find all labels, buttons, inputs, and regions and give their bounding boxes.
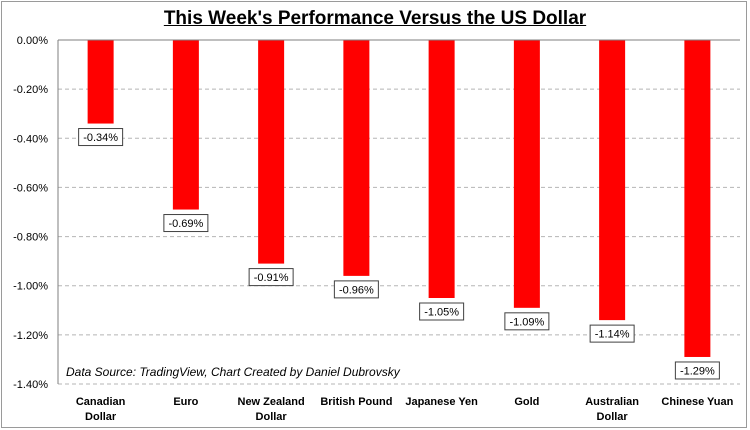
data-label-box xyxy=(504,312,550,331)
data-label-box xyxy=(163,214,209,233)
bar xyxy=(343,40,370,276)
category-label: Chinese Yuan xyxy=(661,396,733,408)
data-label: -1.29% xyxy=(680,365,715,377)
bar xyxy=(87,40,114,124)
y-tick-label: -0.20% xyxy=(13,84,48,96)
bar xyxy=(258,40,285,264)
bar xyxy=(172,40,199,210)
data-label: -1.14% xyxy=(595,329,630,341)
category-label: Australian xyxy=(585,396,639,408)
chart-annotation: Data Source: TradingView, Chart Created … xyxy=(66,365,400,379)
category-label: Gold xyxy=(514,396,539,408)
category-label: Dollar xyxy=(85,411,117,423)
category-label: British Pound xyxy=(320,396,392,408)
data-label: -0.96% xyxy=(339,284,374,296)
bar xyxy=(599,40,626,321)
data-label: -0.91% xyxy=(254,272,289,284)
bars xyxy=(87,40,711,357)
bar xyxy=(513,40,540,308)
data-labels: -0.34% -0.69% -0.91% -0.96% -1.05% -1.09% -1.1… xyxy=(78,128,720,380)
category-label: Euro xyxy=(173,396,198,408)
y-tick-label: -0.40% xyxy=(13,133,48,145)
bar xyxy=(684,40,711,357)
data-label-box xyxy=(248,268,294,287)
data-label-box xyxy=(333,280,379,299)
gridlines xyxy=(58,88,740,385)
y-tick-label: -0.60% xyxy=(13,182,48,194)
category-label: Dollar xyxy=(256,411,288,423)
bar xyxy=(428,40,455,298)
x-axis: Canadian Dollar Euro New Zealand Dollar Briti… xyxy=(58,39,740,423)
data-label-box xyxy=(589,324,635,343)
data-label: -0.69% xyxy=(168,218,203,230)
data-label: -1.09% xyxy=(509,316,544,328)
y-tick-label: 0.00% xyxy=(17,35,48,47)
y-tick-label: -1.00% xyxy=(13,281,48,293)
data-label: -0.34% xyxy=(83,132,118,144)
category-label: Japanese Yen xyxy=(405,396,478,408)
y-tick-label: -0.80% xyxy=(13,232,48,244)
chart-title: This Week's Performance Versus the US Do… xyxy=(163,8,587,29)
data-label-box xyxy=(78,128,124,147)
data-label-box xyxy=(419,302,465,321)
data-label: -1.05% xyxy=(424,307,459,319)
y-tick-label: -1.20% xyxy=(13,330,48,342)
y-axis: 0.00% -0.20% -0.40% -0.60% -0.80% -1.00% -1.20… xyxy=(13,35,59,391)
category-label: Dollar xyxy=(597,411,629,423)
y-tick-label: -1.40% xyxy=(13,379,48,391)
data-label-box xyxy=(674,361,720,380)
category-label: Canadian xyxy=(76,396,126,408)
category-label: New Zealand xyxy=(238,396,305,408)
